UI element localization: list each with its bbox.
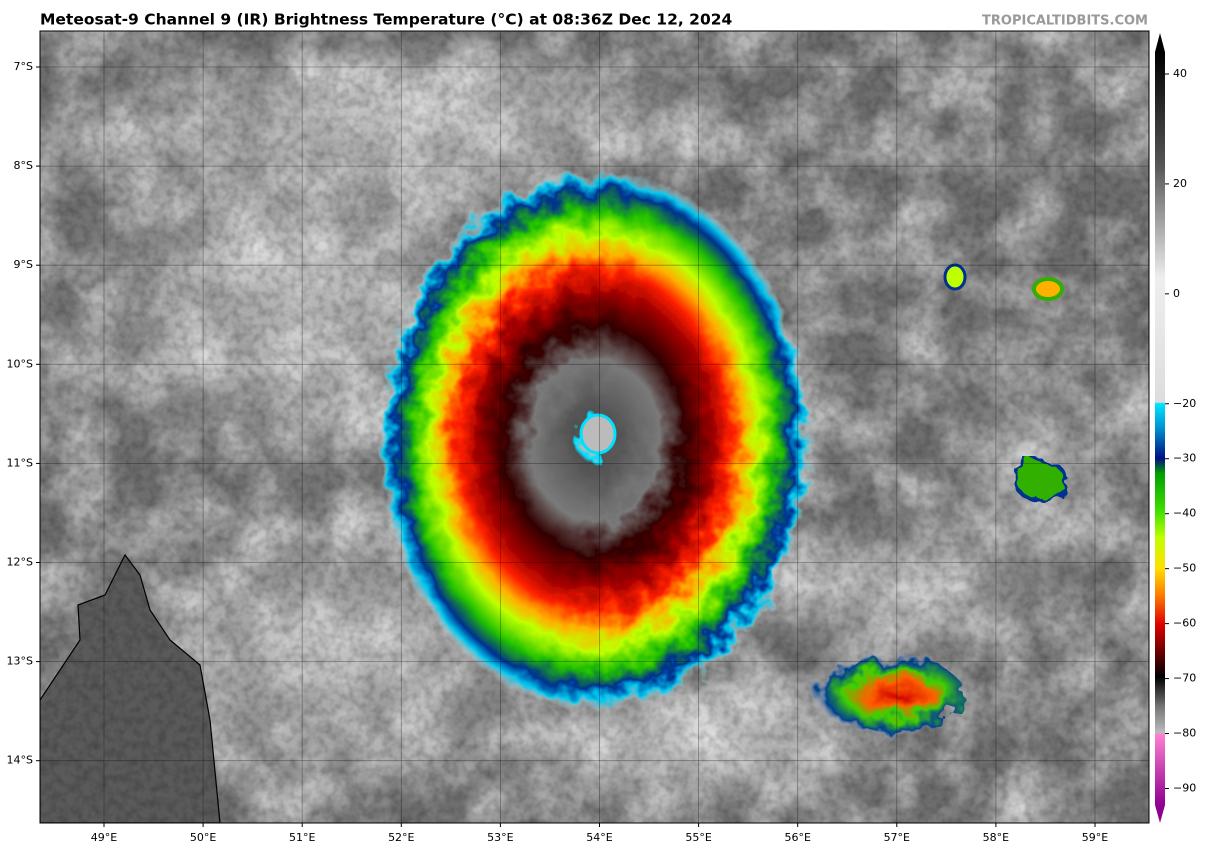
lat-label: 9°S [14,258,33,271]
satellite-image [40,31,1149,823]
lat-label: 7°S [14,60,33,73]
lat-label: 10°S [7,357,33,370]
lon-label: 58°E [983,831,1009,844]
graticule: 7°S 8°S 9°S 10°S 11°S 12°S 13°S 14°S 49°E 50°E 51°… [7,31,1149,844]
lon-label: 59°E [1082,831,1108,844]
lon-label: 52°E [388,831,414,844]
colorbar-label: −20 [1173,397,1196,410]
lat-label: 13°S [7,655,33,668]
lon-label: 53°E [487,831,513,844]
colorbar-label: −70 [1173,672,1196,685]
colorbar-label: −40 [1173,507,1196,520]
lon-label: 55°E [685,831,711,844]
colorbar-label: −30 [1173,452,1196,465]
colorbar [1155,33,1165,823]
lon-label: 50°E [190,831,216,844]
lat-label: 8°S [14,159,33,172]
colorbar-label: −80 [1173,727,1196,740]
lon-label: 49°E [91,831,117,844]
colorbar-label: −90 [1173,782,1196,795]
colorbar-label: −60 [1173,617,1196,630]
lat-label: 12°S [7,556,33,569]
lat-label: 14°S [7,754,33,767]
colorbar-label: −50 [1173,562,1196,575]
lon-label: 56°E [784,831,810,844]
colorbar-label: 0 [1173,287,1180,300]
lon-label: 57°E [884,831,910,844]
colorbar-label: 40 [1173,67,1187,80]
title: Meteosat-9 Channel 9 (IR) Brightness Tem… [40,11,733,29]
map-frame [39,30,1150,824]
lon-label: 51°E [289,831,315,844]
watermark: TROPICALTIDBITS.COM [982,14,1148,29]
lat-label: 11°S [7,456,33,469]
colorbar-label: 20 [1173,177,1187,190]
lon-label: 54°E [586,831,612,844]
